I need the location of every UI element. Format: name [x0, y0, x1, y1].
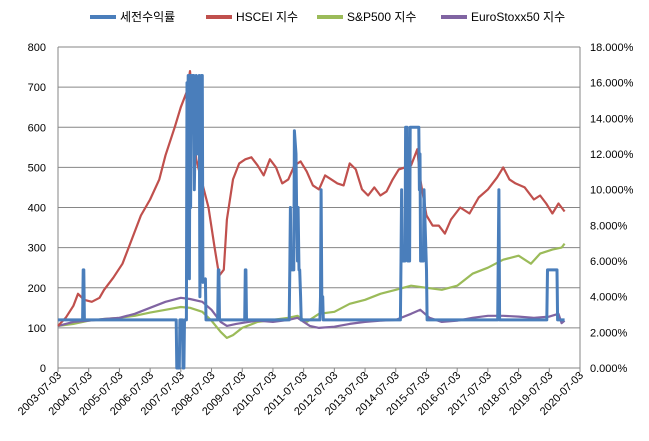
y-left-tick-label: 800 — [28, 42, 46, 54]
y-right-tick-label: 4.000% — [590, 292, 628, 304]
y-right-tick-label: 0.000% — [590, 363, 628, 375]
series-line-2 — [57, 242, 566, 339]
y-right-tick-label: 18.000% — [590, 42, 634, 54]
y-left-tick-label: 300 — [28, 243, 46, 255]
legend-label: HSCEI 지수 — [236, 10, 298, 24]
y-left-tick-label: 100 — [28, 323, 46, 335]
y-left-tick-label: 500 — [28, 162, 46, 174]
legend-label: S&P500 지수 — [347, 10, 416, 24]
y-right-tick-label: 16.000% — [590, 78, 634, 90]
y-axis-right: 0.000% 2.000% 4.000% 6.000% 8.000% 10.000% 12.… — [579, 42, 634, 375]
y-axis-left: 0 100 200 300 400 500 600 700 800 — [28, 42, 59, 375]
y-right-tick-label: 12.000% — [590, 149, 634, 161]
legend-label: 세전수익률 — [120, 10, 175, 24]
legend-label: EuroStoxx50 지수 — [471, 10, 565, 24]
y-right-tick-label: 10.000% — [590, 185, 634, 197]
series-line-3 — [57, 296, 566, 329]
y-left-tick-label: 700 — [28, 82, 46, 94]
y-left-tick-label: 200 — [28, 283, 46, 295]
y-right-tick-label: 14.000% — [590, 113, 634, 125]
series-group — [57, 70, 566, 370]
y-right-tick-label: 2.000% — [590, 327, 628, 339]
y-left-tick-label: 0 — [40, 363, 46, 375]
y-right-tick-label: 8.000% — [590, 220, 628, 232]
legend: 세전수익률 HSCEI 지수 S&P500 지수 EuroStoxx50 지수 — [90, 10, 565, 24]
series-line-1 — [57, 70, 566, 327]
y-left-tick-label: 400 — [28, 203, 46, 215]
y-right-tick-label: 6.000% — [590, 256, 628, 268]
x-axis: 2003-07-032004-07-032005-07-032006-07-03… — [16, 367, 586, 418]
series-line-0 — [58, 74, 565, 370]
y-left-tick-label: 600 — [28, 122, 46, 134]
